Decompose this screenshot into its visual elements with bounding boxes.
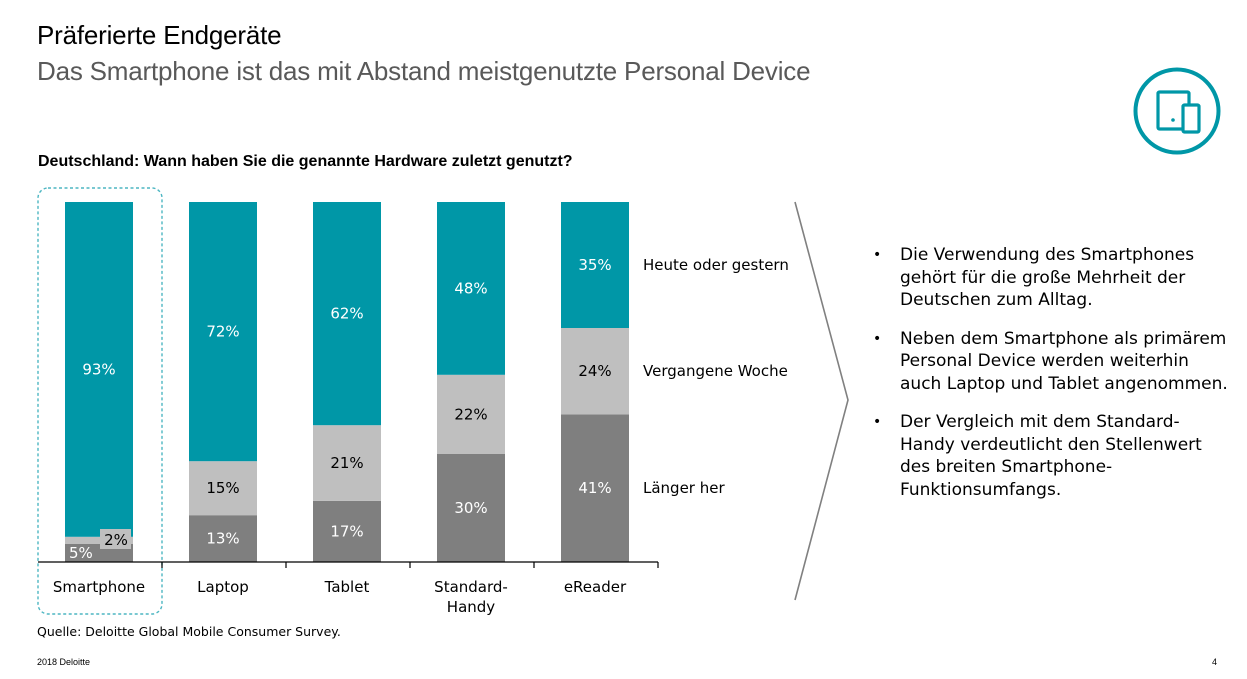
category-label: Handy (447, 598, 495, 616)
category-label: eReader (564, 578, 627, 596)
value-label: 72% (206, 323, 239, 341)
value-label: 21% (330, 454, 363, 472)
finding-item: Der Vergleich mit dem Standard-Handy ver… (873, 411, 1233, 501)
bar-segment-ereader-woche (561, 328, 629, 415)
page-number: 4 (1212, 657, 1218, 667)
bar-segment-laptop-laenger (189, 515, 257, 562)
bar-segment-smartphone-heute (65, 202, 133, 537)
finding-item: Die Verwendung des Smartphones gehört fü… (873, 244, 1233, 312)
bar-segment-tablet-woche (313, 425, 381, 501)
copyright: 2018 Deloitte (37, 657, 91, 667)
value-label: 93% (82, 360, 115, 378)
value-label: 35% (578, 256, 611, 274)
category-label: Standard- (434, 578, 508, 596)
legend-label: Vergangene Woche (643, 362, 788, 380)
source-note: Quelle: Deloitte Global Mobile Consumer … (37, 624, 341, 639)
bar-segment-ereader-heute (561, 202, 629, 328)
tablet-phone-icon (1133, 67, 1221, 155)
value-label: 41% (578, 479, 611, 497)
chevron-divider (794, 201, 849, 601)
bar-segment-ereader-laenger (561, 414, 629, 562)
key-findings-list: Die Verwendung des Smartphones gehört fü… (873, 244, 1233, 517)
value-label-box (100, 529, 131, 549)
bar-segment-standard-handy-woche (437, 374, 505, 454)
bar-segment-smartphone-woche (65, 536, 133, 544)
bar-segment-tablet-laenger (313, 500, 381, 562)
legend-label: Länger her (643, 479, 725, 497)
bar-segment-laptop-heute (189, 202, 257, 462)
highlight-box (37, 187, 163, 615)
bar-segment-tablet-heute (313, 202, 381, 426)
stacked-bar-chart: Smartphone Laptop Tablet Standard- Handy eRea… (37, 187, 849, 616)
slide-title: Präferierte Endgeräte (37, 20, 282, 50)
category-label: Smartphone (53, 578, 145, 596)
value-label: 5% (69, 544, 93, 562)
slide-subtitle: Das Smartphone ist das mit Abstand meist… (37, 56, 811, 86)
bar-segment-standard-handy-heute (437, 202, 505, 375)
finding-item: Neben dem Smartphone als primärem Person… (873, 328, 1233, 396)
value-label: 15% (206, 479, 239, 497)
value-label: 30% (454, 499, 487, 517)
value-label: 62% (330, 305, 363, 323)
value-label: 48% (454, 279, 487, 297)
legend-label: Heute oder gestern (643, 256, 789, 274)
chart-title: Deutschland: Wann haben Sie die genannte… (38, 153, 573, 170)
value-label: 24% (578, 362, 611, 380)
value-label: 17% (330, 522, 363, 540)
bar-segment-laptop-woche (189, 461, 257, 516)
category-label: Laptop (197, 578, 249, 596)
value-label: 13% (206, 530, 239, 548)
bar-segment-standard-handy-laenger (437, 454, 505, 562)
value-label: 22% (454, 405, 487, 423)
category-label: Tablet (324, 578, 370, 596)
value-label: 2% (104, 531, 128, 549)
